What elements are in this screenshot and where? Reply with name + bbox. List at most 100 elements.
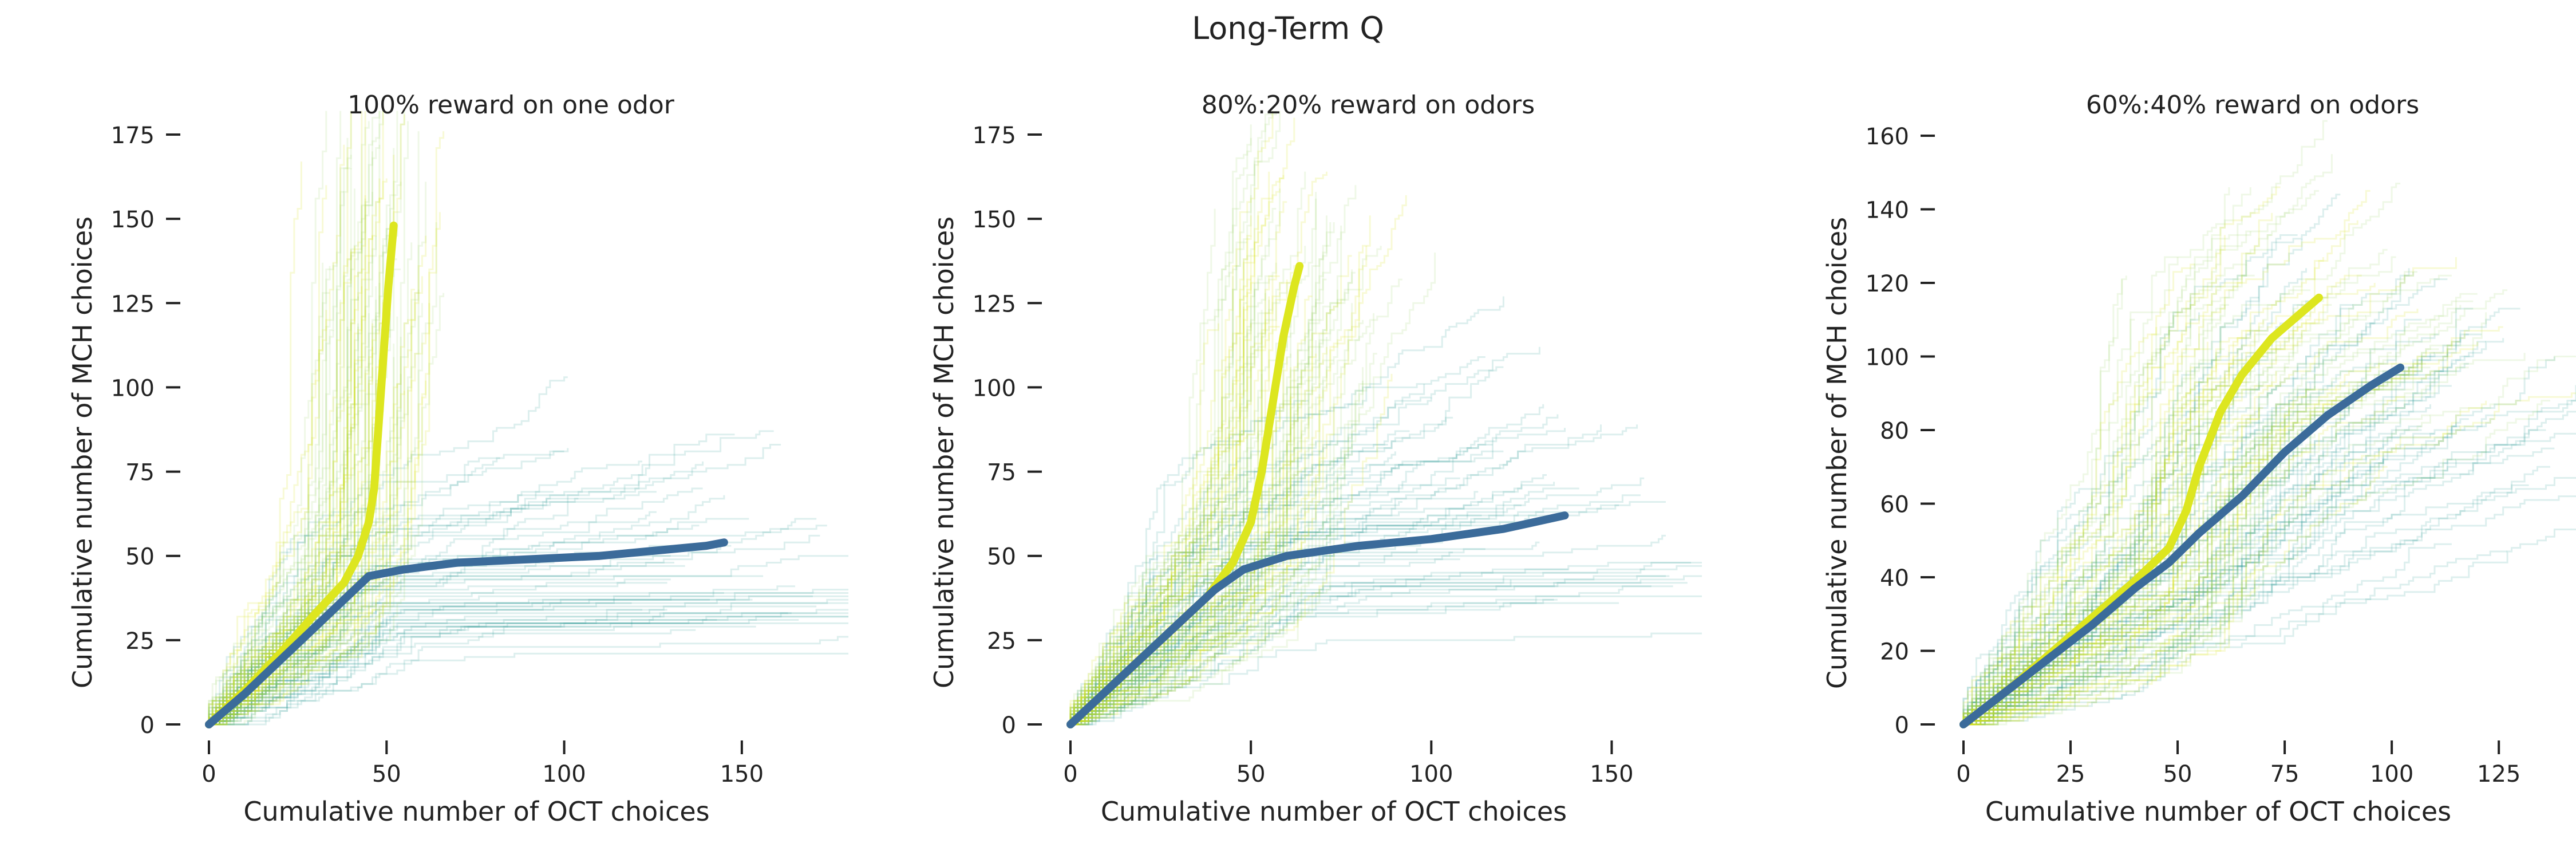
x-tick-label: 125 (2477, 761, 2520, 787)
trace-line-blue-group (1070, 579, 1512, 726)
x-tick-label: 0 (202, 761, 216, 787)
trace-line-yellow-group (1963, 377, 2439, 726)
trace-line-yellow-group (1069, 401, 1291, 724)
x-axis-label: Cumulative number of OCT choices (1985, 796, 2451, 827)
trace-line-yellow-group (1070, 171, 1306, 726)
trace-line-yellow-group (1069, 253, 1436, 724)
x-tick-label: 150 (720, 761, 764, 787)
trace-line-blue-group (1963, 429, 2546, 726)
trace-line-yellow-group (1069, 296, 1270, 724)
trace-line-yellow-group (1963, 305, 2462, 726)
trace-layer (1962, 120, 2576, 726)
trace-line-yellow-group (208, 205, 363, 724)
trace-line-yellow-group (1963, 257, 2179, 726)
trace-line-blue-group (208, 434, 735, 724)
trace-line-yellow-group (208, 326, 349, 724)
trace-line-yellow-group (1963, 367, 2431, 726)
x-axis-label: Cumulative number of OCT choices (243, 796, 709, 827)
trace-line-blue-group (1070, 575, 1670, 726)
trace-line-yellow-group (1963, 423, 2307, 726)
trace-line-yellow-group (1070, 353, 1377, 726)
trace-line-blue-group (1962, 352, 2435, 724)
trace-line-yellow-group (1070, 295, 1313, 726)
trace-line-yellow-group (1962, 400, 2324, 724)
trace-line-yellow-group (1962, 283, 2376, 724)
trace-line-yellow-group (209, 155, 352, 726)
trace-line-blue-group (1070, 558, 1460, 726)
trace-line-yellow-group (208, 310, 327, 724)
trace-line-blue-group (1069, 444, 1388, 724)
trace-line-yellow-group (1070, 255, 1352, 726)
trace-line-blue-group (1963, 477, 2576, 726)
trace-line-yellow-group (209, 313, 370, 726)
trace-line-yellow-group (1963, 441, 2312, 726)
trace-line-blue-group (209, 582, 667, 726)
trace-line-yellow-group (1070, 175, 1285, 726)
trace-line-yellow-group (1070, 451, 1324, 726)
trace-line-yellow-group (1963, 212, 2273, 726)
trace-line-blue-group (1069, 541, 1540, 724)
y-tick-label: 120 (1866, 271, 1909, 297)
trace-line-yellow-group (209, 222, 437, 726)
trace-line-blue-group (1069, 296, 1504, 724)
trace-line-yellow-group (1070, 289, 1338, 726)
x-tick-label: 150 (1590, 761, 1633, 787)
trace-line-blue-group (1962, 234, 2298, 724)
trace-line-yellow-group (1070, 313, 1374, 726)
trace-line-yellow-group (208, 266, 331, 724)
trace-line-blue-group (1962, 418, 2469, 724)
trace-line-yellow-group (1962, 414, 2431, 724)
trace-line-blue-group (1963, 385, 2576, 726)
trace-line-blue-group (1069, 400, 1309, 724)
x-tick-label: 0 (1956, 761, 1970, 787)
trace-line-blue-group (209, 612, 849, 726)
x-tick-label: 50 (372, 761, 401, 787)
trace-line-blue-group (209, 592, 724, 726)
trace-line-yellow-group (209, 161, 302, 726)
trace-line-yellow-group (1069, 380, 1364, 724)
trace-line-yellow-group (209, 144, 345, 726)
trace-line-yellow-group (1962, 289, 2508, 724)
trace-line-blue-group (1069, 551, 1453, 724)
trace-line-yellow-group (1962, 330, 2251, 724)
y-tick-label: 40 (1880, 565, 1909, 592)
trace-line-yellow-group (1069, 262, 1277, 724)
trace-line-blue-group (209, 625, 756, 726)
trace-line-yellow-group (209, 111, 381, 726)
trace-line-yellow-group (1963, 341, 2479, 726)
trace-line-yellow-group (1963, 400, 2487, 726)
y-tick-label: 20 (1880, 639, 1909, 665)
trace-line-yellow-group (1963, 396, 2405, 726)
trace-line-blue-group (209, 598, 753, 726)
trace-line-blue-group (1962, 356, 2555, 724)
trace-line-yellow-group (208, 178, 388, 724)
trace-line-yellow-group (1069, 373, 1263, 724)
trace-line-blue-group (209, 592, 849, 726)
y-tick-label: 50 (987, 544, 1016, 570)
trace-line-yellow-group (1963, 367, 2469, 726)
trace-line-blue-group (209, 585, 795, 726)
trace-layer (208, 111, 849, 726)
trace-line-yellow-group (1962, 367, 2234, 724)
trace-line-yellow-group (1962, 304, 2332, 724)
trace-line-blue-group (208, 602, 632, 724)
trace-line-blue-group (1962, 278, 2448, 724)
trace-line-yellow-group (208, 262, 324, 724)
trace-line-yellow-group (1069, 323, 1252, 724)
trace-line-yellow-group (1070, 296, 1299, 726)
trace-line-yellow-group (1962, 304, 2229, 724)
x-tick-label: 25 (2056, 761, 2085, 787)
trace-line-yellow-group (208, 111, 342, 724)
trace-line-blue-group (209, 448, 569, 726)
y-tick-label: 80 (1880, 418, 1909, 444)
trace-line-yellow-group (209, 303, 430, 726)
trace-line-blue-group (1962, 381, 2310, 724)
trace-line-yellow-group (209, 131, 420, 726)
trace-line-yellow-group (1963, 187, 2251, 726)
trace-line-yellow-group (1069, 300, 1270, 724)
y-tick-label: 0 (140, 712, 155, 739)
trace-line-yellow-group (1963, 341, 2460, 726)
trace-line-yellow-group (1963, 318, 2135, 726)
trace-line-yellow-group (208, 182, 427, 724)
